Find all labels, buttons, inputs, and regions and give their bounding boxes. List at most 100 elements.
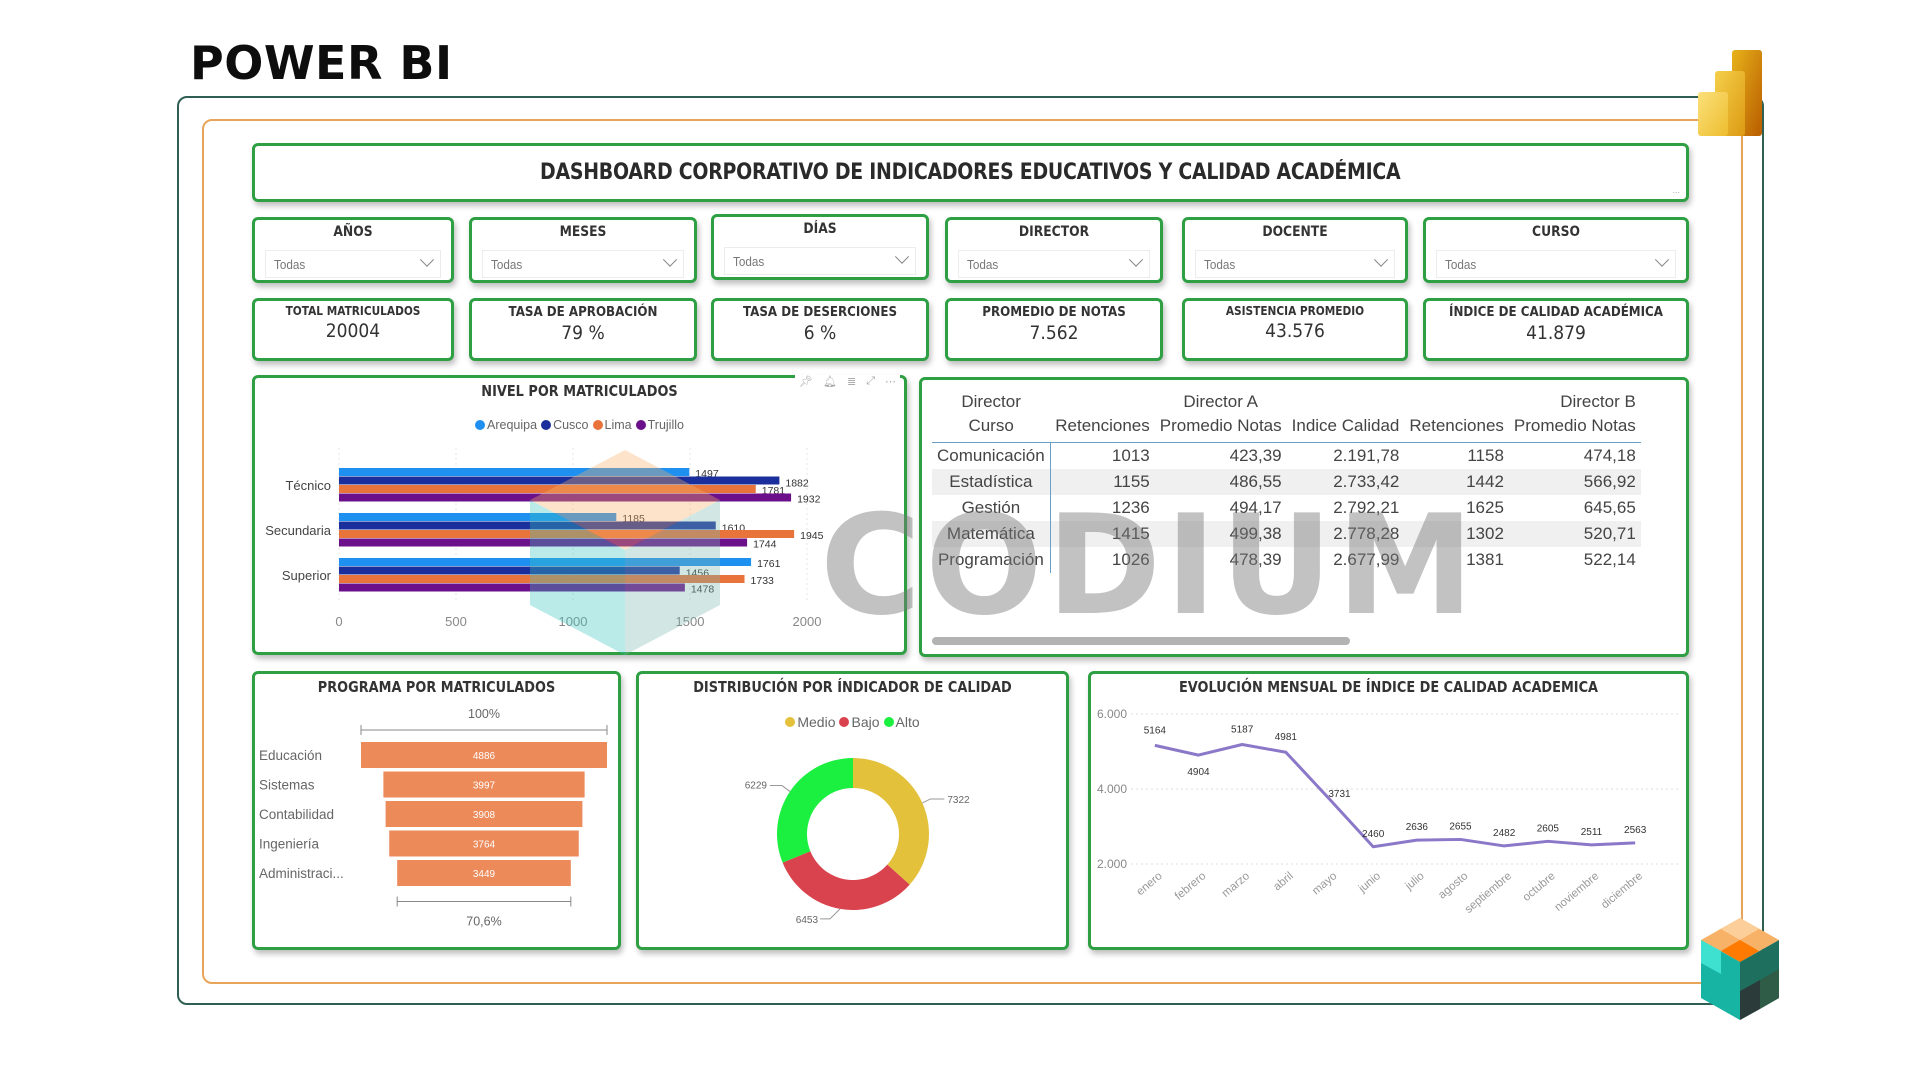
kpi-value: 7.562	[1029, 322, 1079, 344]
donut-plot-area: 7322 6453 6229	[745, 758, 970, 926]
slicer-dias: DÍAS Todas	[711, 214, 929, 280]
column-header[interactable]: Retenciones	[1050, 414, 1155, 443]
legend-label: Lima	[604, 418, 632, 432]
chevron-down-icon	[894, 249, 910, 264]
legend-dot-icon	[785, 717, 796, 727]
slicer-dropdown[interactable]: Todas	[265, 250, 441, 278]
bar	[339, 493, 792, 502]
legend-item[interactable]: Alto	[883, 714, 920, 730]
cell: 1381	[1466, 549, 1504, 569]
kpi-label: ASISTENCIA PROMEDIO	[1225, 304, 1365, 318]
cell: 2.778,28	[1286, 520, 1405, 547]
bar	[339, 476, 780, 485]
cell: 494,17	[1229, 497, 1282, 517]
svg-text:julio: julio	[1403, 870, 1427, 893]
slicer-label: CURSO	[1532, 224, 1580, 240]
svg-text:3997: 3997	[473, 781, 496, 792]
filter-icon[interactable]: ≣	[846, 376, 857, 388]
bell-icon[interactable]: 🔔︎	[823, 376, 837, 388]
slicer-docente: DOCENTE Todas	[1182, 217, 1408, 283]
header-director: Director	[961, 392, 1021, 411]
legend-label: Cusco	[553, 418, 589, 432]
svg-text:2563: 2563	[1624, 825, 1647, 836]
slicer-curso: CURSO Todas	[1423, 217, 1689, 283]
legend-item[interactable]: Lima	[592, 418, 632, 432]
legend-label: Arequipa	[487, 418, 538, 432]
chart-title: EVOLUCIÓN MENSUAL DE ÍNDICE DE CALIDAD A…	[1178, 678, 1599, 696]
column-header[interactable]: Promedio Notas	[1154, 414, 1287, 443]
cell: 1155	[1050, 468, 1155, 495]
legend-dot-icon	[635, 420, 646, 430]
slicer-label: DÍAS	[803, 221, 837, 237]
cell: 486,55	[1154, 468, 1287, 495]
pin-icon[interactable]: 📌︎	[799, 376, 813, 388]
svg-text:3908: 3908	[473, 810, 496, 821]
svg-text:1932: 1932	[797, 494, 821, 506]
cell: 1625	[1466, 497, 1504, 517]
chart-title: DISTRIBUCIÓN POR ÍNDICADOR DE CALIDAD	[693, 678, 1012, 696]
slicer-dropdown[interactable]: Todas	[1195, 250, 1395, 278]
svg-text:70,6%: 70,6%	[466, 915, 501, 929]
table-row[interactable]: Matemática 1415 499,38 2.778,28 1302 520…	[932, 520, 1641, 547]
chart-title: PROGRAMA POR MATRICULADOS	[317, 678, 556, 696]
codium-cube-logo-icon	[1701, 918, 1779, 1020]
legend-item[interactable]: Medio	[785, 714, 835, 730]
kpi-total-matriculados: TOTAL MATRICULADOS 20004	[252, 298, 454, 361]
legend-item[interactable]: Arequipa	[475, 418, 537, 432]
table-row[interactable]: Gestión 1236 494,17 2.792,21 1625 645,65	[932, 494, 1641, 521]
svg-text:2460: 2460	[1362, 829, 1385, 840]
legend-item[interactable]: Bajo	[839, 714, 880, 730]
slicer-value: Todas	[274, 256, 306, 272]
horizontal-scrollbar[interactable]	[932, 637, 1350, 645]
bar	[339, 538, 748, 547]
bar	[339, 583, 685, 592]
svg-text:abril: abril	[1271, 870, 1295, 893]
legend-dot-icon	[592, 420, 603, 430]
legend-item[interactable]: Cusco	[541, 418, 589, 432]
svg-text:enero: enero	[1135, 870, 1165, 898]
slicer-value: Todas	[967, 256, 999, 272]
kpi-indice-calidad: ÍNDICE DE CALIDAD ACADÉMICA 41.879	[1423, 298, 1689, 361]
cell: 645,65	[1583, 497, 1636, 517]
column-header[interactable]: Promedio Notas	[1508, 414, 1641, 443]
svg-text:Secundaria: Secundaria	[265, 523, 332, 538]
line-evolucion-mensual[interactable]: EVOLUCIÓN MENSUAL DE ÍNDICE DE CALIDAD A…	[1088, 671, 1689, 950]
row-header: Comunicación	[932, 442, 1051, 469]
outer-frame	[177, 96, 1764, 1005]
cell: 566,92	[1508, 468, 1641, 495]
legend-item[interactable]: Trujillo	[635, 418, 684, 432]
column-header[interactable]: Indice Calidad	[1286, 414, 1405, 443]
more-options-icon[interactable]: ⋯	[885, 376, 896, 388]
header-director-a: Director A	[1183, 392, 1259, 411]
slicer-dropdown[interactable]: Todas	[482, 250, 684, 278]
more-icon[interactable]: ...	[1672, 185, 1680, 195]
legend-dot-icon	[883, 717, 894, 727]
legend-dot-icon	[475, 420, 486, 430]
slicer-dropdown[interactable]: Todas	[1436, 250, 1676, 278]
x-tick-label: 500	[445, 614, 467, 629]
svg-text:1478: 1478	[691, 584, 715, 596]
table-row[interactable]: Programación 1026 478,39 2.677,99 1381 5…	[932, 546, 1641, 573]
donut-distribucion-calidad[interactable]: DISTRIBUCIÓN POR ÍNDICADOR DE CALIDAD Me…	[636, 671, 1069, 950]
table-row[interactable]: Estadística 1155 486,55 2.733,42 1442 56…	[932, 468, 1641, 495]
column-header[interactable]: Retenciones	[1404, 414, 1509, 443]
slicer-value: Todas	[1445, 256, 1477, 272]
column-header[interactable]: Curso	[932, 414, 1051, 443]
svg-text:marzo: marzo	[1220, 870, 1252, 900]
cell: 2.733,42	[1286, 468, 1405, 495]
kpi-label: ÍNDICE DE CALIDAD ACADÉMICA	[1449, 304, 1663, 320]
funnel-programa-matriculados[interactable]: PROGRAMA POR MATRICULADOS 100% 4886 Educac…	[252, 671, 621, 950]
slicer-dropdown[interactable]: Todas	[724, 247, 916, 275]
bar-chart-nivel-matriculados[interactable]: 📌︎ 🔔︎ ≣ ⤢ ⋯ NIVEL POR MATRICULADOS Arequ…	[252, 375, 907, 655]
cell: 499,38	[1154, 520, 1287, 547]
dashboard-title-card: DASHBOARD CORPORATIVO DE INDICADORES EDU…	[252, 143, 1689, 202]
svg-text:5187: 5187	[1231, 724, 1254, 735]
table-row[interactable]: Comunicación 1013 423,39 2.191,78 1158 4…	[932, 442, 1641, 469]
kpi-label: TOTAL MATRICULADOS	[285, 304, 421, 318]
cell: 1158	[1467, 445, 1504, 465]
svg-text:febrero: febrero	[1173, 870, 1209, 903]
slicer-dropdown[interactable]: Todas	[958, 250, 1150, 278]
matrix-director-curso[interactable]: Director Director A Director B Curso Ret…	[919, 377, 1689, 657]
svg-text:6.000: 6.000	[1097, 707, 1127, 721]
focus-mode-icon[interactable]: ⤢	[866, 375, 875, 387]
